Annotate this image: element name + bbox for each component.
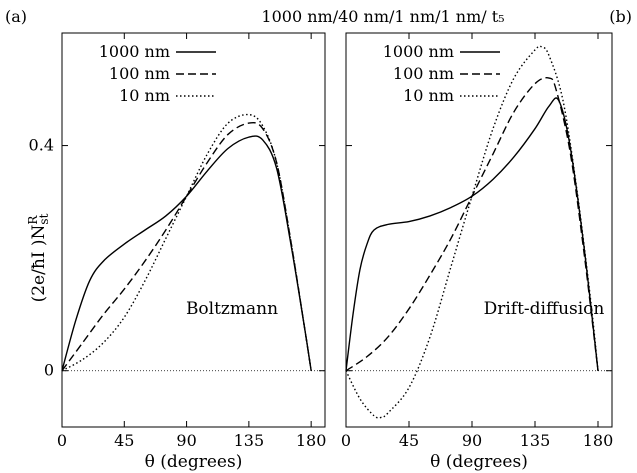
series-line-solid bbox=[61, 135, 312, 371]
x-tick-label: 45 bbox=[114, 431, 134, 450]
panel-b: 0 45 90 135 180 1000 nm 100 nm 10 nm (b) Drift-di… bbox=[341, 7, 632, 472]
panel-a: 0 45 90 135 180 0 0.4 1000 nm 100 nm 10 nm (a) Bolt… bbox=[5, 7, 326, 472]
legend-label: 10 nm bbox=[119, 86, 170, 105]
plot-frame bbox=[61, 32, 326, 428]
x-tick-label: 135 bbox=[520, 431, 551, 450]
series-line-dashed bbox=[345, 77, 599, 372]
y-tick-label: 0 bbox=[44, 361, 54, 380]
series-line-dashed bbox=[61, 121, 312, 372]
panel-label: (b) bbox=[609, 7, 632, 26]
x-tick-label: 90 bbox=[176, 431, 196, 450]
x-tick-label: 180 bbox=[296, 431, 327, 450]
x-tick-label: 45 bbox=[399, 431, 419, 450]
y-axis-label-main: (2e/ħI )N bbox=[29, 224, 49, 302]
y-axis-label-sub: st bbox=[37, 213, 51, 224]
y-tick-label: 0.4 bbox=[29, 136, 54, 155]
legend-label: 100 nm bbox=[109, 64, 170, 83]
legend-label: 10 nm bbox=[403, 86, 454, 105]
panel-annotation: Drift-diffusion bbox=[484, 299, 605, 319]
legend-label: 1000 nm bbox=[383, 42, 454, 61]
series-line-dotted bbox=[61, 113, 312, 372]
series-line-solid bbox=[345, 97, 599, 371]
x-axis-label: θ (degrees) bbox=[145, 452, 243, 472]
legend-label: 100 nm bbox=[393, 64, 454, 83]
x-tick-label: 180 bbox=[583, 431, 614, 450]
y-axis-label-sup: R bbox=[26, 215, 40, 225]
figure-title: 1000 nm/40 nm/1 nm/1 nm/ t₅ bbox=[261, 7, 504, 26]
x-tick-label: 0 bbox=[341, 431, 351, 450]
x-axis-label: θ (degrees) bbox=[430, 452, 528, 472]
legend-label: 1000 nm bbox=[99, 42, 170, 61]
y-axis-label: (2e/ħI )NRst bbox=[26, 213, 51, 302]
x-tick-label: 0 bbox=[57, 431, 67, 450]
panel-label: (a) bbox=[5, 7, 27, 26]
x-tick-label: 90 bbox=[462, 431, 482, 450]
x-tick-label: 135 bbox=[234, 431, 265, 450]
plot-frame bbox=[345, 32, 613, 428]
series-line-dotted bbox=[345, 45, 599, 419]
panel-annotation: Boltzmann bbox=[186, 299, 278, 319]
